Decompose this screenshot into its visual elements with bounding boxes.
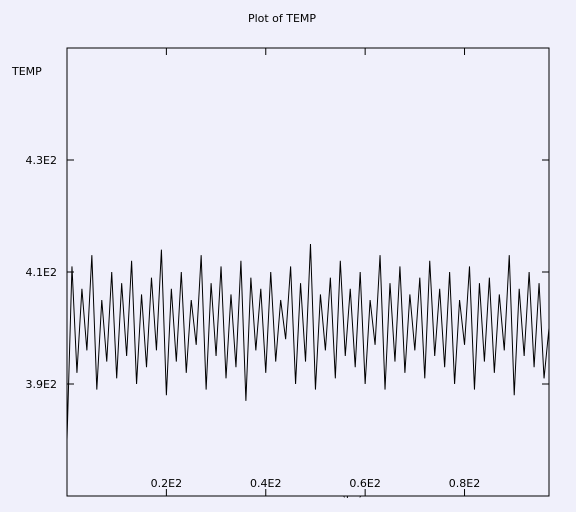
x-tick-label: 0.8E2 <box>449 477 480 490</box>
y-tick-label: 3.9E2 <box>26 378 57 391</box>
y-tick-label: 4.3E2 <box>26 154 57 167</box>
x-tick-label: 0.4E2 <box>250 477 281 490</box>
series-line <box>66 243 550 441</box>
plot-area <box>66 47 550 497</box>
x-ticks: 0.2E2 0.4E2 0.6E2 0.8E2 <box>151 48 480 496</box>
y-tick-label: 4.1E2 <box>26 266 57 279</box>
x-tick-label: 0.2E2 <box>151 477 182 490</box>
y-ticks: 3.9E2 4.1E2 4.3E2 <box>26 154 549 391</box>
y-axis-label: TEMP <box>11 65 42 78</box>
x-tick-label: 0.6E2 <box>349 477 380 490</box>
chart-title: Plot of TEMP <box>248 12 316 25</box>
